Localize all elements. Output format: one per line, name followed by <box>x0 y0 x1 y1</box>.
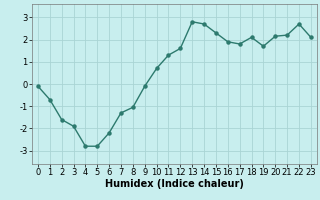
X-axis label: Humidex (Indice chaleur): Humidex (Indice chaleur) <box>105 179 244 189</box>
